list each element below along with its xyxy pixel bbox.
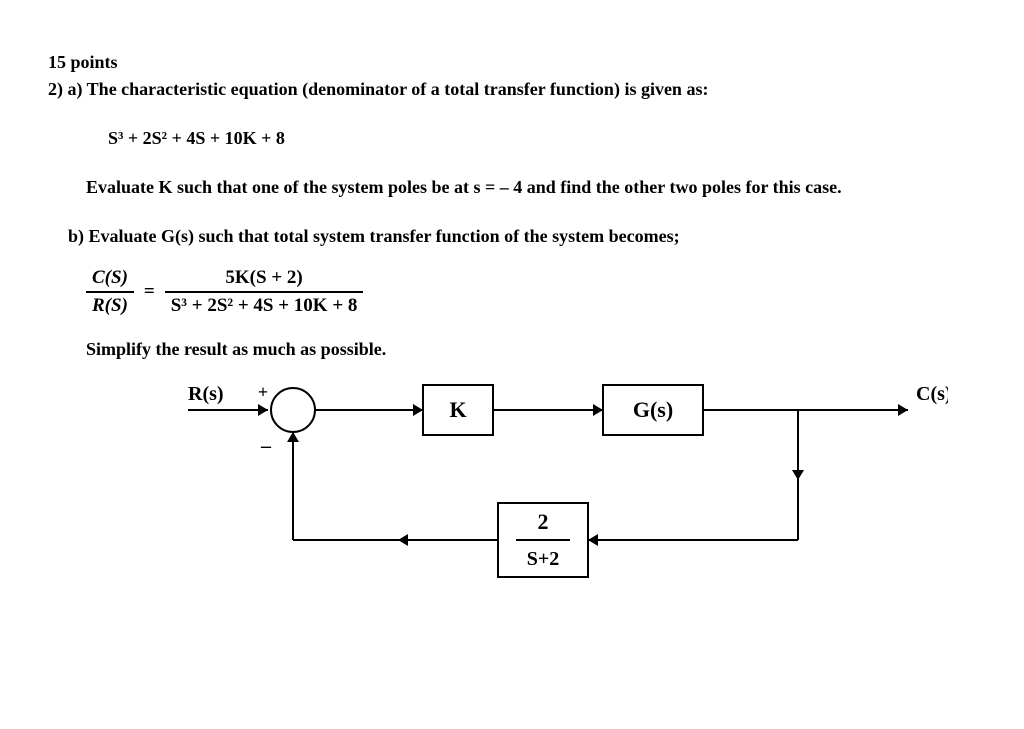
page-root: 15 points 2) a) The characteristic equat…: [0, 0, 1024, 640]
tf-rhs-den: S³ + 2S² + 4S + 10K + 8: [165, 293, 364, 317]
svg-text:K: K: [449, 397, 466, 422]
simplify-text: Simplify the result as much as possible.: [86, 339, 984, 360]
tf-lhs-num: C(S): [86, 267, 134, 293]
svg-text:2: 2: [538, 509, 549, 534]
q2a-prefix: 2) a): [48, 79, 87, 99]
tf-equals: =: [144, 281, 155, 303]
block-diagram: R(s) + – K G(s) C(s) 2 S+2: [148, 370, 948, 600]
q2b-prefix: b): [68, 226, 89, 246]
svg-text:+: +: [258, 382, 268, 402]
question-2a: 2) a) The characteristic equation (denom…: [48, 79, 984, 100]
block-diagram-wrap: R(s) + – K G(s) C(s) 2 S+2: [148, 370, 984, 600]
transfer-function-eq: C(S) R(S) = 5K(S + 2) S³ + 2S² + 4S + 10…: [86, 267, 984, 317]
tf-lhs: C(S) R(S): [86, 267, 134, 317]
q2a-text: The characteristic equation (denominator…: [87, 79, 709, 99]
tf-rhs-num: 5K(S + 2): [165, 267, 364, 293]
svg-text:–: –: [260, 435, 272, 457]
svg-text:G(s): G(s): [633, 397, 673, 422]
svg-text:S+2: S+2: [527, 548, 560, 570]
tf-lhs-den: R(S): [86, 293, 134, 317]
q2b-text: Evaluate G(s) such that total system tra…: [89, 226, 680, 246]
svg-text:C(s): C(s): [916, 383, 948, 405]
evaluate-k-text: Evaluate K such that one of the system p…: [86, 177, 984, 198]
question-2b: b) Evaluate G(s) such that total system …: [68, 226, 984, 247]
points-line: 15 points: [48, 52, 984, 73]
tf-rhs: 5K(S + 2) S³ + 2S² + 4S + 10K + 8: [165, 267, 364, 317]
svg-text:R(s): R(s): [188, 383, 224, 405]
characteristic-polynomial: S³ + 2S² + 4S + 10K + 8: [108, 128, 984, 149]
